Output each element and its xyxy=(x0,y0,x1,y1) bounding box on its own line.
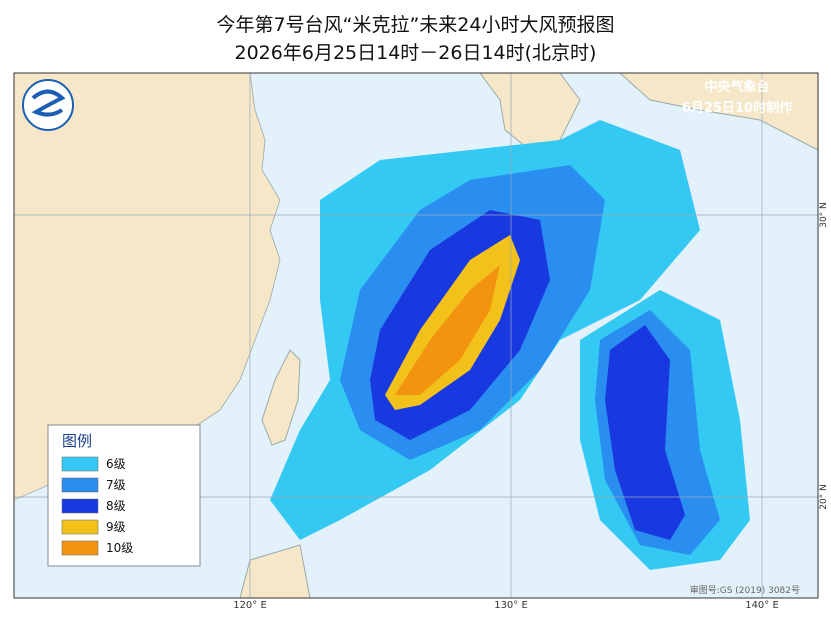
legend-swatch xyxy=(61,477,99,493)
lon-label: 140° E xyxy=(745,600,779,611)
issuer-name: 中央气象台 xyxy=(704,79,769,95)
frame xyxy=(13,72,819,599)
legend-swatch xyxy=(61,456,99,472)
title: 今年第7号台风“米克拉”未来24小时大风预报图 xyxy=(216,14,615,36)
logo xyxy=(22,79,74,131)
zone-10 xyxy=(395,265,500,395)
legend-label: 9级 xyxy=(106,520,126,534)
japan-east xyxy=(619,73,818,151)
legend-swatch xyxy=(61,540,99,556)
legend-label: 7级 xyxy=(106,478,126,492)
subtitle: 2026年6月25日14时－26日14时(北京时) xyxy=(234,42,597,64)
legend-swatch xyxy=(61,519,99,535)
approval: 审图号:GS (2019) 3082号 xyxy=(690,584,800,596)
zone-8 xyxy=(605,325,685,540)
lon-label: 120° E xyxy=(233,600,267,611)
luzon xyxy=(239,544,311,598)
lon-label: 130° E xyxy=(494,600,528,611)
taiwan xyxy=(261,349,301,446)
issuer-time: 6月25日10时制作 xyxy=(682,100,792,116)
legend-title: 图例 xyxy=(62,432,92,450)
lat-label: 30° N xyxy=(819,202,829,228)
legend-swatch xyxy=(61,498,99,514)
map-area xyxy=(14,73,818,598)
legend-label: 10级 xyxy=(106,541,133,555)
legend-label: 8级 xyxy=(106,499,126,513)
legend-label: 6级 xyxy=(106,457,126,471)
lat-label: 20° N xyxy=(819,484,829,510)
